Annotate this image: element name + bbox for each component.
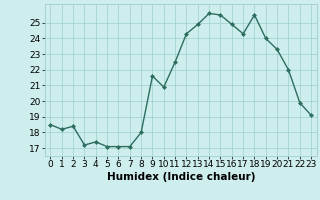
X-axis label: Humidex (Indice chaleur): Humidex (Indice chaleur) <box>107 172 255 182</box>
